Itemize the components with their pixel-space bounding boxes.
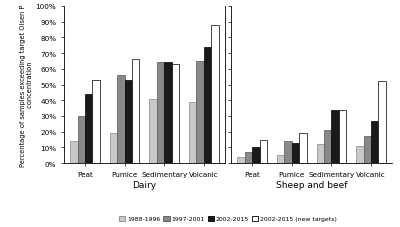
Bar — [284, 141, 292, 163]
Bar — [364, 137, 371, 163]
Bar — [252, 148, 260, 163]
Bar — [211, 26, 218, 163]
Bar — [299, 134, 306, 163]
Bar — [110, 134, 117, 163]
Bar — [189, 102, 196, 163]
Bar — [92, 80, 100, 163]
Bar — [339, 110, 346, 163]
Bar — [124, 80, 132, 163]
Bar — [332, 110, 339, 163]
Bar — [85, 94, 92, 163]
Legend: 1988-1996, 1997-2001, 2002-2015, 2002-2015 (new targets): 1988-1996, 1997-2001, 2002-2015, 2002-20… — [117, 214, 339, 224]
X-axis label: Sheep and beef: Sheep and beef — [276, 180, 347, 189]
Bar — [324, 131, 332, 163]
Bar — [292, 143, 299, 163]
Y-axis label: Percentage of samples exceeding target Olsen P
 concentration: Percentage of samples exceeding target O… — [20, 4, 33, 166]
Bar — [277, 156, 284, 163]
X-axis label: Dairy: Dairy — [132, 180, 156, 189]
Bar — [164, 63, 172, 163]
Bar — [78, 116, 85, 163]
Bar — [117, 76, 124, 163]
Bar — [378, 82, 386, 163]
Bar — [356, 146, 364, 163]
Bar — [260, 140, 267, 163]
Bar — [172, 65, 179, 163]
Bar — [204, 47, 211, 163]
Bar — [132, 60, 139, 163]
Bar — [196, 62, 204, 163]
Bar — [150, 99, 157, 163]
Bar — [70, 141, 78, 163]
Bar — [317, 145, 324, 163]
Bar — [157, 63, 164, 163]
Bar — [371, 121, 378, 163]
Bar — [238, 157, 245, 163]
Bar — [245, 153, 252, 163]
